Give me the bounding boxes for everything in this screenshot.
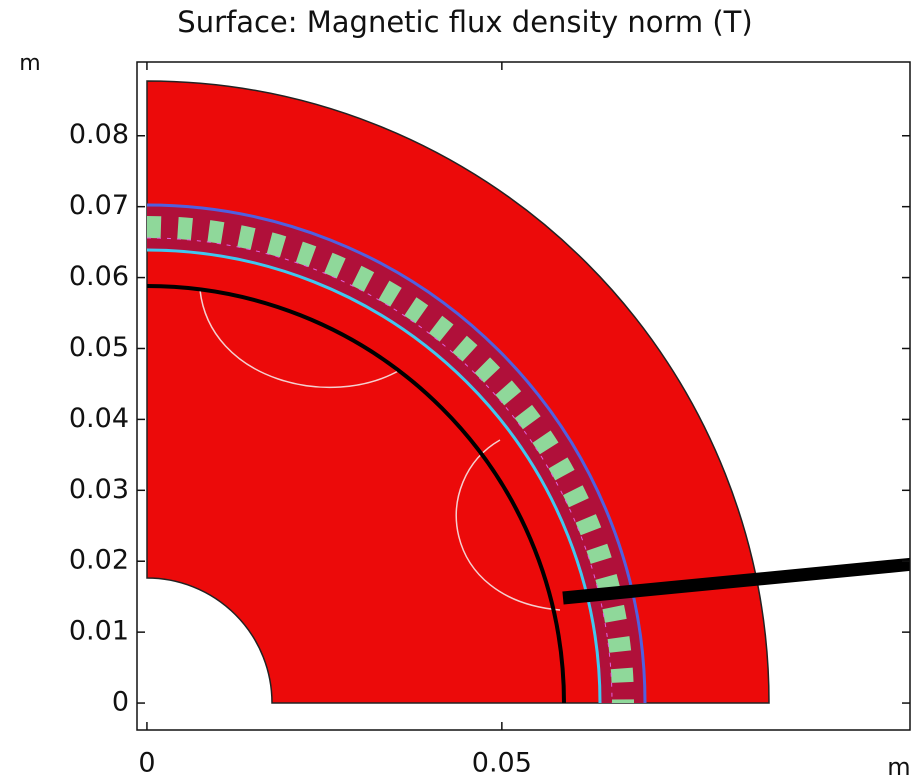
pointer-line xyxy=(562,557,910,605)
x-axis-unit: m xyxy=(887,753,910,781)
stator-domain xyxy=(146,80,770,704)
y-tick-label: 0.05 xyxy=(69,332,129,363)
y-tick-label: 0.07 xyxy=(69,190,129,221)
x-tick-label: 0.05 xyxy=(472,748,532,779)
y-tick-label: 0.02 xyxy=(69,545,129,576)
axes-frame xyxy=(136,61,911,731)
contour-line xyxy=(455,439,561,611)
chart-title: Surface: Magnetic flux density norm (T) xyxy=(177,5,752,39)
plot-area xyxy=(146,80,910,704)
y-axis-unit: m xyxy=(19,51,40,76)
airgap-arc xyxy=(146,284,566,704)
x-tick-label: 0 xyxy=(138,748,155,779)
y-tick-label: 0.06 xyxy=(69,261,129,292)
contour-line xyxy=(199,289,401,389)
y-tick-label: 0.03 xyxy=(69,474,129,505)
coil-slots xyxy=(146,216,634,704)
y-tick-label: 0.04 xyxy=(69,403,129,434)
y-tick-label: 0.08 xyxy=(69,119,129,150)
y-tick-label: 0.01 xyxy=(69,616,129,647)
y-tick-label: 0 xyxy=(112,687,129,718)
